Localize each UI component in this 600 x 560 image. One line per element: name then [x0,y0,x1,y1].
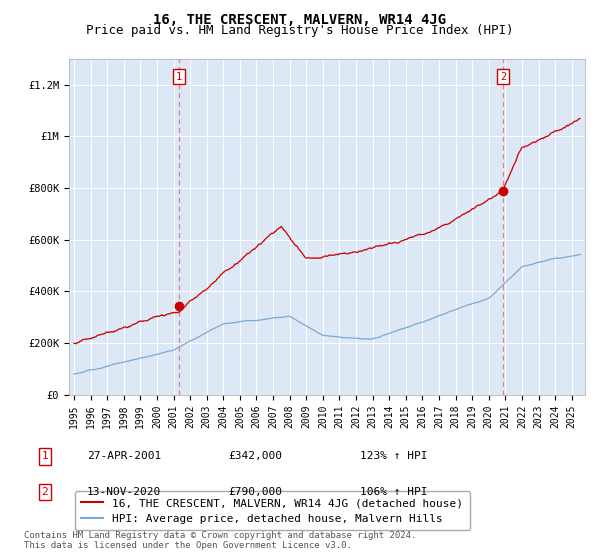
Text: 13-NOV-2020: 13-NOV-2020 [87,487,161,497]
Text: 2: 2 [41,487,49,497]
Text: 106% ↑ HPI: 106% ↑ HPI [360,487,427,497]
Text: Contains HM Land Registry data © Crown copyright and database right 2024.
This d: Contains HM Land Registry data © Crown c… [24,530,416,550]
Legend: 16, THE CRESCENT, MALVERN, WR14 4JG (detached house), HPI: Average price, detach: 16, THE CRESCENT, MALVERN, WR14 4JG (det… [74,492,470,530]
Text: 123% ↑ HPI: 123% ↑ HPI [360,451,427,461]
Text: 2: 2 [500,72,506,82]
Text: 16, THE CRESCENT, MALVERN, WR14 4JG: 16, THE CRESCENT, MALVERN, WR14 4JG [154,13,446,27]
Text: 27-APR-2001: 27-APR-2001 [87,451,161,461]
Text: 1: 1 [41,451,49,461]
Text: 1: 1 [176,72,182,82]
Text: Price paid vs. HM Land Registry's House Price Index (HPI): Price paid vs. HM Land Registry's House … [86,24,514,37]
Text: £790,000: £790,000 [228,487,282,497]
Text: £342,000: £342,000 [228,451,282,461]
